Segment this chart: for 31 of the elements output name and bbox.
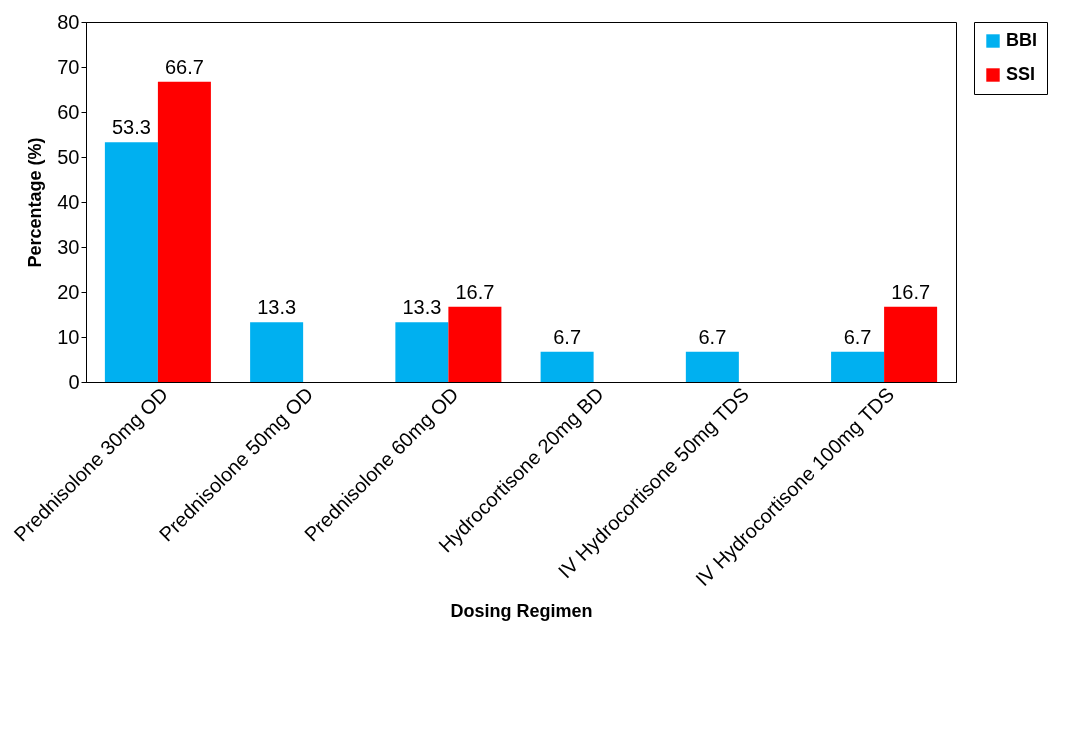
data-label: 13.3: [257, 296, 297, 319]
y-tick-label: 40: [57, 190, 80, 213]
bar: [448, 306, 502, 382]
y-tick-label: 0: [68, 370, 80, 393]
data-label: 6.7: [843, 325, 872, 348]
bar: [831, 351, 885, 382]
y-axis-title: Percentage (%): [25, 137, 46, 268]
y-tick-label: 60: [57, 100, 80, 123]
bar: [884, 306, 938, 382]
x-axis-title: Dosing Regimen: [450, 600, 593, 621]
data-label: 16.7: [455, 280, 495, 303]
y-tick-label: 30: [57, 235, 80, 258]
data-label: 53.3: [111, 116, 151, 139]
legend-label: SSI: [1006, 64, 1036, 84]
y-tick-label: 10: [57, 325, 80, 348]
data-label: 6.7: [698, 325, 727, 348]
bar: [104, 142, 158, 382]
data-label: 16.7: [891, 280, 931, 303]
bar: [395, 322, 449, 382]
y-tick-label: 50: [57, 145, 80, 168]
legend-label: BBI: [1006, 30, 1037, 50]
data-label: 13.3: [402, 296, 442, 319]
bar: [157, 81, 211, 382]
y-tick-label: 20: [57, 280, 80, 303]
bar: [250, 322, 304, 382]
data-label: 66.7: [164, 55, 204, 78]
data-label: 6.7: [553, 325, 582, 348]
bar: [540, 351, 594, 382]
bar: [685, 351, 739, 382]
y-tick-label: 80: [57, 10, 80, 33]
y-tick-label: 70: [57, 55, 80, 78]
